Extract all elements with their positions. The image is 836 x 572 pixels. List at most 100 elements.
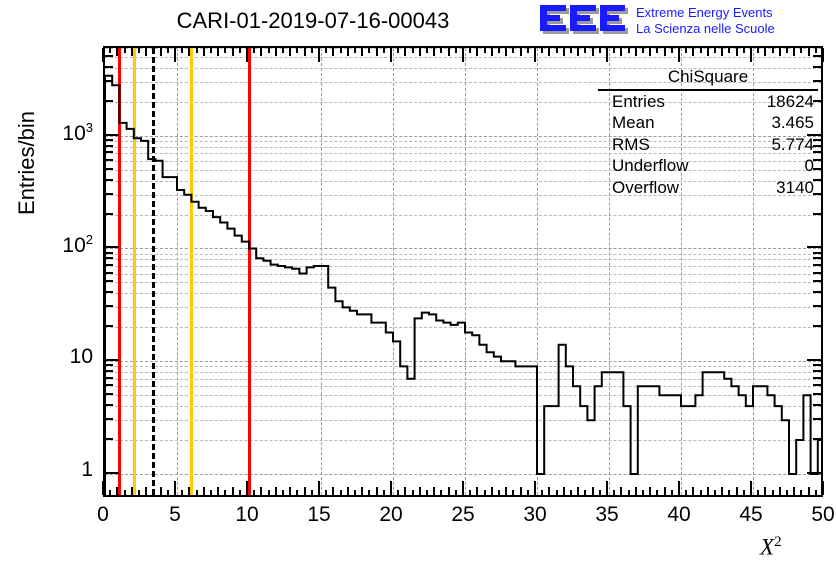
x-axis-tick — [728, 48, 731, 53]
stats-row-label: RMS — [612, 134, 650, 154]
x-axis-tick — [303, 487, 306, 495]
x-axis-tick — [613, 490, 616, 495]
x-axis-tick — [498, 48, 500, 53]
y-axis-tick — [813, 54, 821, 57]
x-axis-tick — [462, 481, 464, 495]
x-axis-tick — [238, 48, 241, 53]
plot-frame — [103, 46, 823, 497]
y-axis-tick — [105, 158, 113, 161]
y-axis-tick — [813, 438, 821, 441]
x-axis-tick — [757, 48, 760, 53]
y-axis-tick-label-base: 10 — [62, 234, 86, 258]
x-axis-tick — [692, 487, 695, 495]
x-axis-tick — [159, 48, 162, 56]
grid-line-horizontal — [105, 378, 821, 380]
x-axis-tick-label: 15 — [307, 503, 331, 526]
x-axis-tick — [282, 48, 284, 53]
stats-row-value: 5.774 — [771, 134, 814, 154]
x-axis-tick-label: 50 — [811, 503, 835, 526]
x-axis-tick — [764, 48, 767, 56]
y-axis-tick-label: 103 — [23, 120, 93, 146]
x-axis-tick — [217, 487, 220, 495]
x-axis-tick — [512, 48, 515, 53]
x-axis-tick-label: 45 — [739, 503, 763, 526]
x-axis-tick — [440, 490, 443, 495]
x-axis-tick — [764, 487, 767, 495]
y-axis-tick — [105, 384, 113, 387]
x-axis-tick — [109, 490, 112, 495]
y-axis-tick-label: 10 — [23, 345, 93, 369]
x-axis-tick — [447, 48, 450, 56]
grid-line-horizontal — [105, 81, 821, 83]
y-axis-tick — [813, 263, 821, 266]
x-axis-tick — [411, 490, 414, 495]
x-axis-tick — [138, 48, 140, 53]
y-axis-tick — [813, 305, 821, 308]
x-axis-tick — [102, 481, 104, 495]
x-axis-tick — [368, 490, 371, 495]
grid-line-horizontal — [105, 406, 821, 408]
x-axis-tick — [397, 48, 400, 53]
x-axis-tick — [692, 48, 695, 56]
x-axis-tick — [231, 48, 234, 56]
grid-line-horizontal — [105, 372, 821, 374]
x-axis-tick — [814, 48, 817, 53]
x-axis-tick — [166, 490, 169, 495]
grid-line-horizontal — [105, 214, 821, 216]
grid-line-horizontal — [105, 282, 821, 284]
x-axis-tick — [145, 48, 148, 56]
y-axis-tick — [105, 271, 113, 274]
x-axis-tick — [721, 48, 724, 56]
x-axis-tick — [699, 490, 702, 495]
histogram-curve — [105, 74, 821, 495]
y-axis-tick — [105, 471, 119, 474]
x-axis-tick — [634, 487, 637, 495]
grid-line-vertical — [609, 48, 610, 495]
y-axis-tick — [105, 178, 113, 181]
x-axis-tick — [606, 481, 608, 495]
grid-line-horizontal — [105, 273, 821, 275]
x-axis-tick — [145, 487, 148, 495]
x-axis-tick — [800, 48, 803, 53]
x-axis-tick — [397, 490, 400, 495]
x-axis-tick — [274, 48, 277, 56]
x-axis-tick — [807, 48, 810, 56]
x-axis-tick — [598, 490, 601, 495]
y-axis-tick-label: 1 — [23, 458, 93, 482]
x-axis-tick — [426, 48, 428, 53]
x-axis-tick — [181, 48, 184, 53]
x-axis-tick — [260, 487, 263, 495]
x-axis-title: X2 — [760, 534, 782, 561]
x-axis-tick — [325, 490, 328, 495]
x-axis-tick — [735, 487, 738, 495]
stats-box-rows: Entries 18624 Mean 3.465 RMS 5.774 Underflow 0 O… — [598, 91, 818, 199]
grid-line-horizontal — [105, 253, 821, 255]
y-axis-tick — [105, 418, 113, 421]
x-axis-tick — [202, 48, 205, 56]
x-axis-tick — [584, 48, 587, 53]
grid-line-horizontal — [105, 180, 821, 182]
x-axis-tick — [332, 48, 335, 56]
eee-logo-mark — [540, 5, 628, 34]
x-axis-tick — [260, 48, 263, 56]
stats-row-value: 0 — [804, 156, 814, 175]
x-axis-tick — [210, 48, 212, 53]
x-axis-tick — [267, 490, 270, 495]
y-axis-tick — [813, 178, 821, 181]
x-axis-tick-label: 10 — [235, 503, 259, 526]
x-axis-tick — [361, 48, 364, 56]
y-axis-tick — [813, 271, 821, 274]
x-axis-tick — [174, 481, 176, 495]
grid-line-horizontal — [105, 366, 821, 368]
x-axis-tick — [656, 490, 659, 495]
y-axis-tick — [813, 257, 821, 260]
stats-box: ChiSquare Entries 18624 Mean 3.465 RMS 5.774 U… — [598, 66, 818, 198]
y-axis-tick-label: 102 — [23, 232, 93, 258]
x-axis-tick — [778, 48, 781, 56]
grid-line-horizontal — [105, 67, 821, 69]
y-axis-tick — [105, 133, 119, 136]
x-axis-tick — [224, 490, 227, 495]
x-axis-tick — [742, 490, 745, 495]
x-axis-tick — [541, 490, 544, 495]
x-axis-tick — [822, 48, 824, 62]
